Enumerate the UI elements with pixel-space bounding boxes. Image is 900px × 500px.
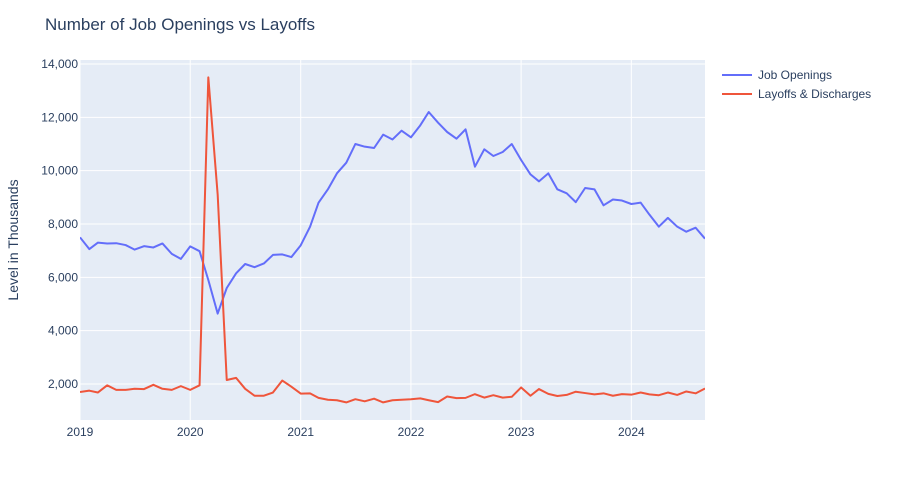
x-tick-label: 2022 — [398, 425, 425, 439]
y-tick-label: 14,000 — [41, 57, 78, 71]
y-tick-label: 8,000 — [48, 217, 78, 231]
y-axis-ticks: 2,000 4,000 6,000 8,000 10,000 12,000 14,000 — [41, 57, 78, 391]
x-axis-ticks: 2019 2020 2021 2022 2023 2024 — [67, 425, 645, 439]
y-tick-label: 6,000 — [48, 270, 78, 284]
y-tick-label: 10,000 — [41, 164, 78, 178]
x-tick-label: 2024 — [618, 425, 645, 439]
x-tick-label: 2023 — [508, 425, 535, 439]
y-tick-label: 2,000 — [48, 377, 78, 391]
legend: Job Openings Layoffs & Discharges — [722, 68, 871, 101]
y-tick-label: 12,000 — [41, 110, 78, 124]
y-axis-label: Level in Thousands — [5, 179, 21, 300]
y-tick-label: 4,000 — [48, 324, 78, 338]
x-tick-label: 2021 — [287, 425, 314, 439]
x-tick-label: 2019 — [67, 425, 94, 439]
chart-title: Number of Job Openings vs Layoffs — [45, 15, 315, 34]
legend-label: Job Openings — [758, 68, 832, 82]
plot-background — [80, 60, 705, 420]
x-tick-label: 2020 — [177, 425, 204, 439]
legend-label: Layoffs & Discharges — [758, 87, 871, 101]
